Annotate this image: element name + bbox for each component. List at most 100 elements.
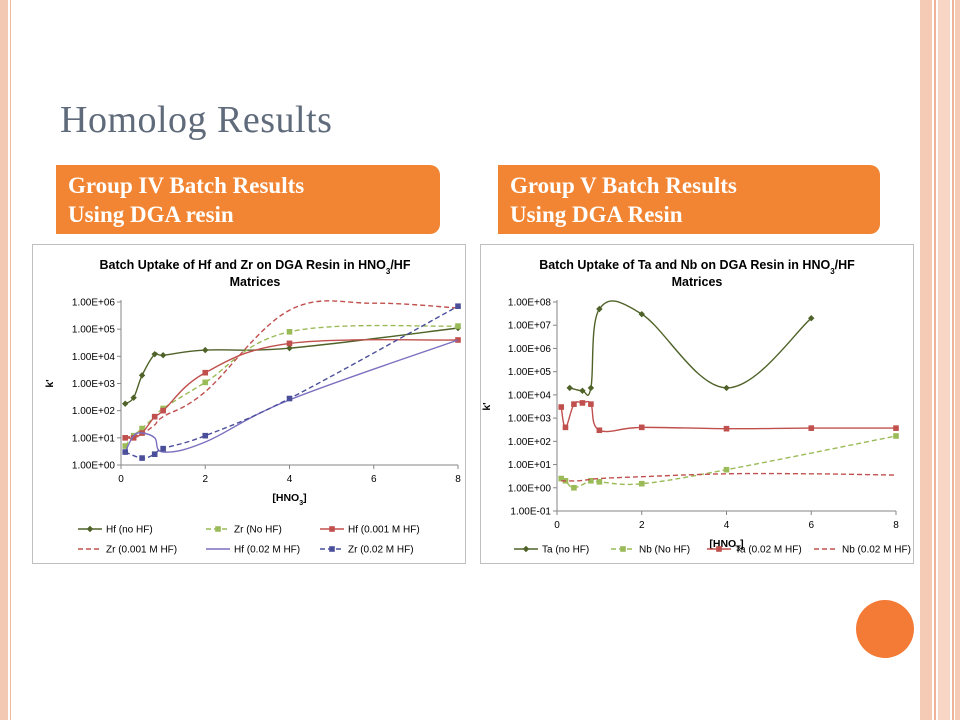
ta-nb-y-tick-label: 1.00E+05 — [508, 367, 552, 378]
hf-zr-data-point — [122, 400, 129, 407]
ta-nb-legend-marker — [522, 545, 530, 553]
hf-zr-data-point — [139, 425, 145, 432]
ta-nb-data-point — [638, 424, 645, 431]
hf-zr-data-point — [202, 432, 209, 439]
group-v-banner-line-1: Group V Batch Results — [510, 173, 737, 198]
ta-nb-series-line-0 — [569, 300, 812, 396]
ta-nb-x-tick-label: 8 — [893, 520, 899, 531]
hf-zr-data-point — [122, 449, 129, 455]
hf-zr-legend-marker — [86, 525, 94, 533]
hf-zr-data-point — [139, 455, 145, 461]
hf-zr-data-point — [151, 350, 158, 358]
ta-nb-data-point — [808, 425, 815, 431]
hf-zr-data-point — [159, 352, 167, 359]
ta-nb-y-tick-label: 1.00E+02 — [508, 437, 552, 448]
ta-nb-chart-svg: Batch Uptake of Ta and Nb on DGA Resin i… — [481, 258, 911, 556]
ta-nb-data-point — [571, 484, 577, 491]
hf-zr-legend-label: Hf (0.02 M HF) — [234, 545, 300, 556]
hf-zr-series-line-3 — [125, 300, 459, 439]
ta-nb-y-tick-label: 1.00E+04 — [508, 390, 552, 401]
group-v-banner: Group V Batch Results Using DGA Resin — [498, 165, 880, 234]
group-v-banner-line-2: Using DGA Resin — [510, 202, 683, 227]
hf-zr-x-tick-label: 0 — [118, 474, 124, 485]
hf-zr-data-point — [286, 328, 293, 335]
ta-nb-data-point — [588, 477, 594, 484]
hf-zr-title: Batch Uptake of Hf and Zr on DGA Resin i… — [100, 258, 411, 276]
ta-nb-data-point — [596, 305, 603, 313]
ta-nb-x-tick-label: 4 — [724, 520, 730, 531]
slide-title: Homolog Results — [60, 99, 333, 141]
hf-zr-x-tick-label: 6 — [371, 474, 377, 485]
hf-zr-legend-marker — [329, 546, 335, 552]
hf-zr-data-point — [202, 369, 209, 376]
ta-nb-x-axis-label: [HNO3] — [709, 538, 743, 553]
hf-zr-y-tick-label: 1.00E+00 — [72, 461, 116, 472]
ta-nb-data-point — [893, 433, 899, 439]
ta-nb-data-point — [638, 310, 645, 318]
ta-nb-y-tick-label: 1.00E+01 — [508, 460, 552, 471]
ta-nb-legend-marker — [620, 546, 626, 552]
ta-nb-title: Batch Uptake of Ta and Nb on DGA Resin i… — [539, 258, 855, 276]
hf-zr-x-axis-label: [HNO3] — [272, 492, 306, 507]
ta-nb-data-point — [596, 427, 603, 434]
ta-nb-y-tick-label: 1.00E+06 — [508, 344, 552, 355]
group-iv-banner-line-2: Using DGA resin — [68, 202, 234, 227]
hf-zr-data-point — [151, 451, 158, 457]
hf-zr-y-tick-label: 1.00E+03 — [72, 379, 116, 390]
ta-nb-series-line-1 — [560, 435, 897, 489]
right-frame-stripes — [920, 0, 960, 720]
hf-zr-data-point — [202, 346, 209, 354]
ta-nb-y-tick-label: 1.00E+00 — [508, 483, 552, 494]
hf-zr-data-point — [286, 340, 293, 347]
ta-nb-data-point — [562, 424, 569, 431]
hf-zr-data-point — [160, 445, 166, 452]
ta-nb-y-tick-label: 1.00E+08 — [508, 298, 552, 309]
hf-zr-data-point — [138, 372, 146, 379]
ta-nb-data-point — [571, 401, 577, 407]
ta-nb-data-point — [558, 404, 565, 410]
ta-nb-legend-label: Ta (no HF) — [542, 545, 589, 556]
hf-zr-title-line-2: Matrices — [230, 275, 281, 289]
ta-nb-data-point — [596, 479, 603, 485]
hf-zr-data-point — [130, 435, 137, 441]
hf-zr-x-tick-label: 2 — [202, 474, 208, 485]
hf-zr-legend-marker — [329, 526, 335, 532]
hf-zr-data-point — [160, 407, 166, 414]
hf-zr-legend-label: Hf (0.001 M HF) — [348, 525, 420, 536]
ta-nb-title-line-2: Matrices — [672, 275, 723, 289]
hf-zr-x-tick-label: 8 — [455, 474, 461, 485]
ta-nb-legend-label: Nb (0.02 M HF) — [842, 545, 911, 556]
group-iv-banner-line-1: Group IV Batch Results — [68, 173, 305, 198]
hf-zr-data-point — [130, 394, 137, 401]
ta-nb-y-tick-label: 1.00E-01 — [510, 507, 551, 518]
left-frame-bar — [0, 0, 8, 720]
ta-nb-x-tick-label: 2 — [639, 520, 645, 531]
hf-zr-data-point — [455, 323, 461, 329]
ta-nb-series-line-3 — [561, 472, 897, 482]
hf-zr-series-line-2 — [125, 339, 459, 439]
hf-zr-legend-label: Zr (0.001 M HF) — [106, 545, 177, 556]
hf-zr-chart-svg: Batch Uptake of Hf and Zr on DGA Resin i… — [44, 258, 461, 556]
hf-zr-data-point — [202, 379, 209, 386]
hf-zr-y-axis-label: k' — [44, 379, 56, 387]
ta-nb-data-point — [587, 384, 595, 392]
hf-zr-series-line-4 — [124, 339, 459, 453]
group-iv-banner: Group IV Batch Results Using DGA resin — [56, 165, 440, 234]
hf-zr-legend-label: Hf (no HF) — [106, 525, 153, 536]
ta-nb-data-point — [723, 466, 730, 473]
hf-zr-y-tick-label: 1.00E+04 — [72, 352, 116, 363]
ta-nb-data-point — [723, 425, 730, 432]
ta-nb-data-point — [893, 425, 899, 431]
ta-nb-series-line-2 — [560, 400, 897, 433]
hf-zr-y-tick-label: 1.00E+05 — [72, 325, 116, 336]
ta-nb-data-point — [588, 401, 594, 407]
hf-zr-legend-label: Zr (No HF) — [234, 525, 282, 536]
hf-zr-data-point — [455, 303, 461, 310]
ta-nb-data-point — [808, 315, 815, 322]
ta-nb-y-tick-label: 1.00E+03 — [508, 414, 552, 425]
hf-zr-y-tick-label: 1.00E+02 — [72, 406, 116, 417]
ta-nb-data-point — [579, 400, 586, 406]
hf-zr-data-point — [151, 413, 158, 420]
hf-zr-data-point — [286, 344, 293, 352]
hf-zr-y-tick-label: 1.00E+01 — [72, 433, 116, 444]
